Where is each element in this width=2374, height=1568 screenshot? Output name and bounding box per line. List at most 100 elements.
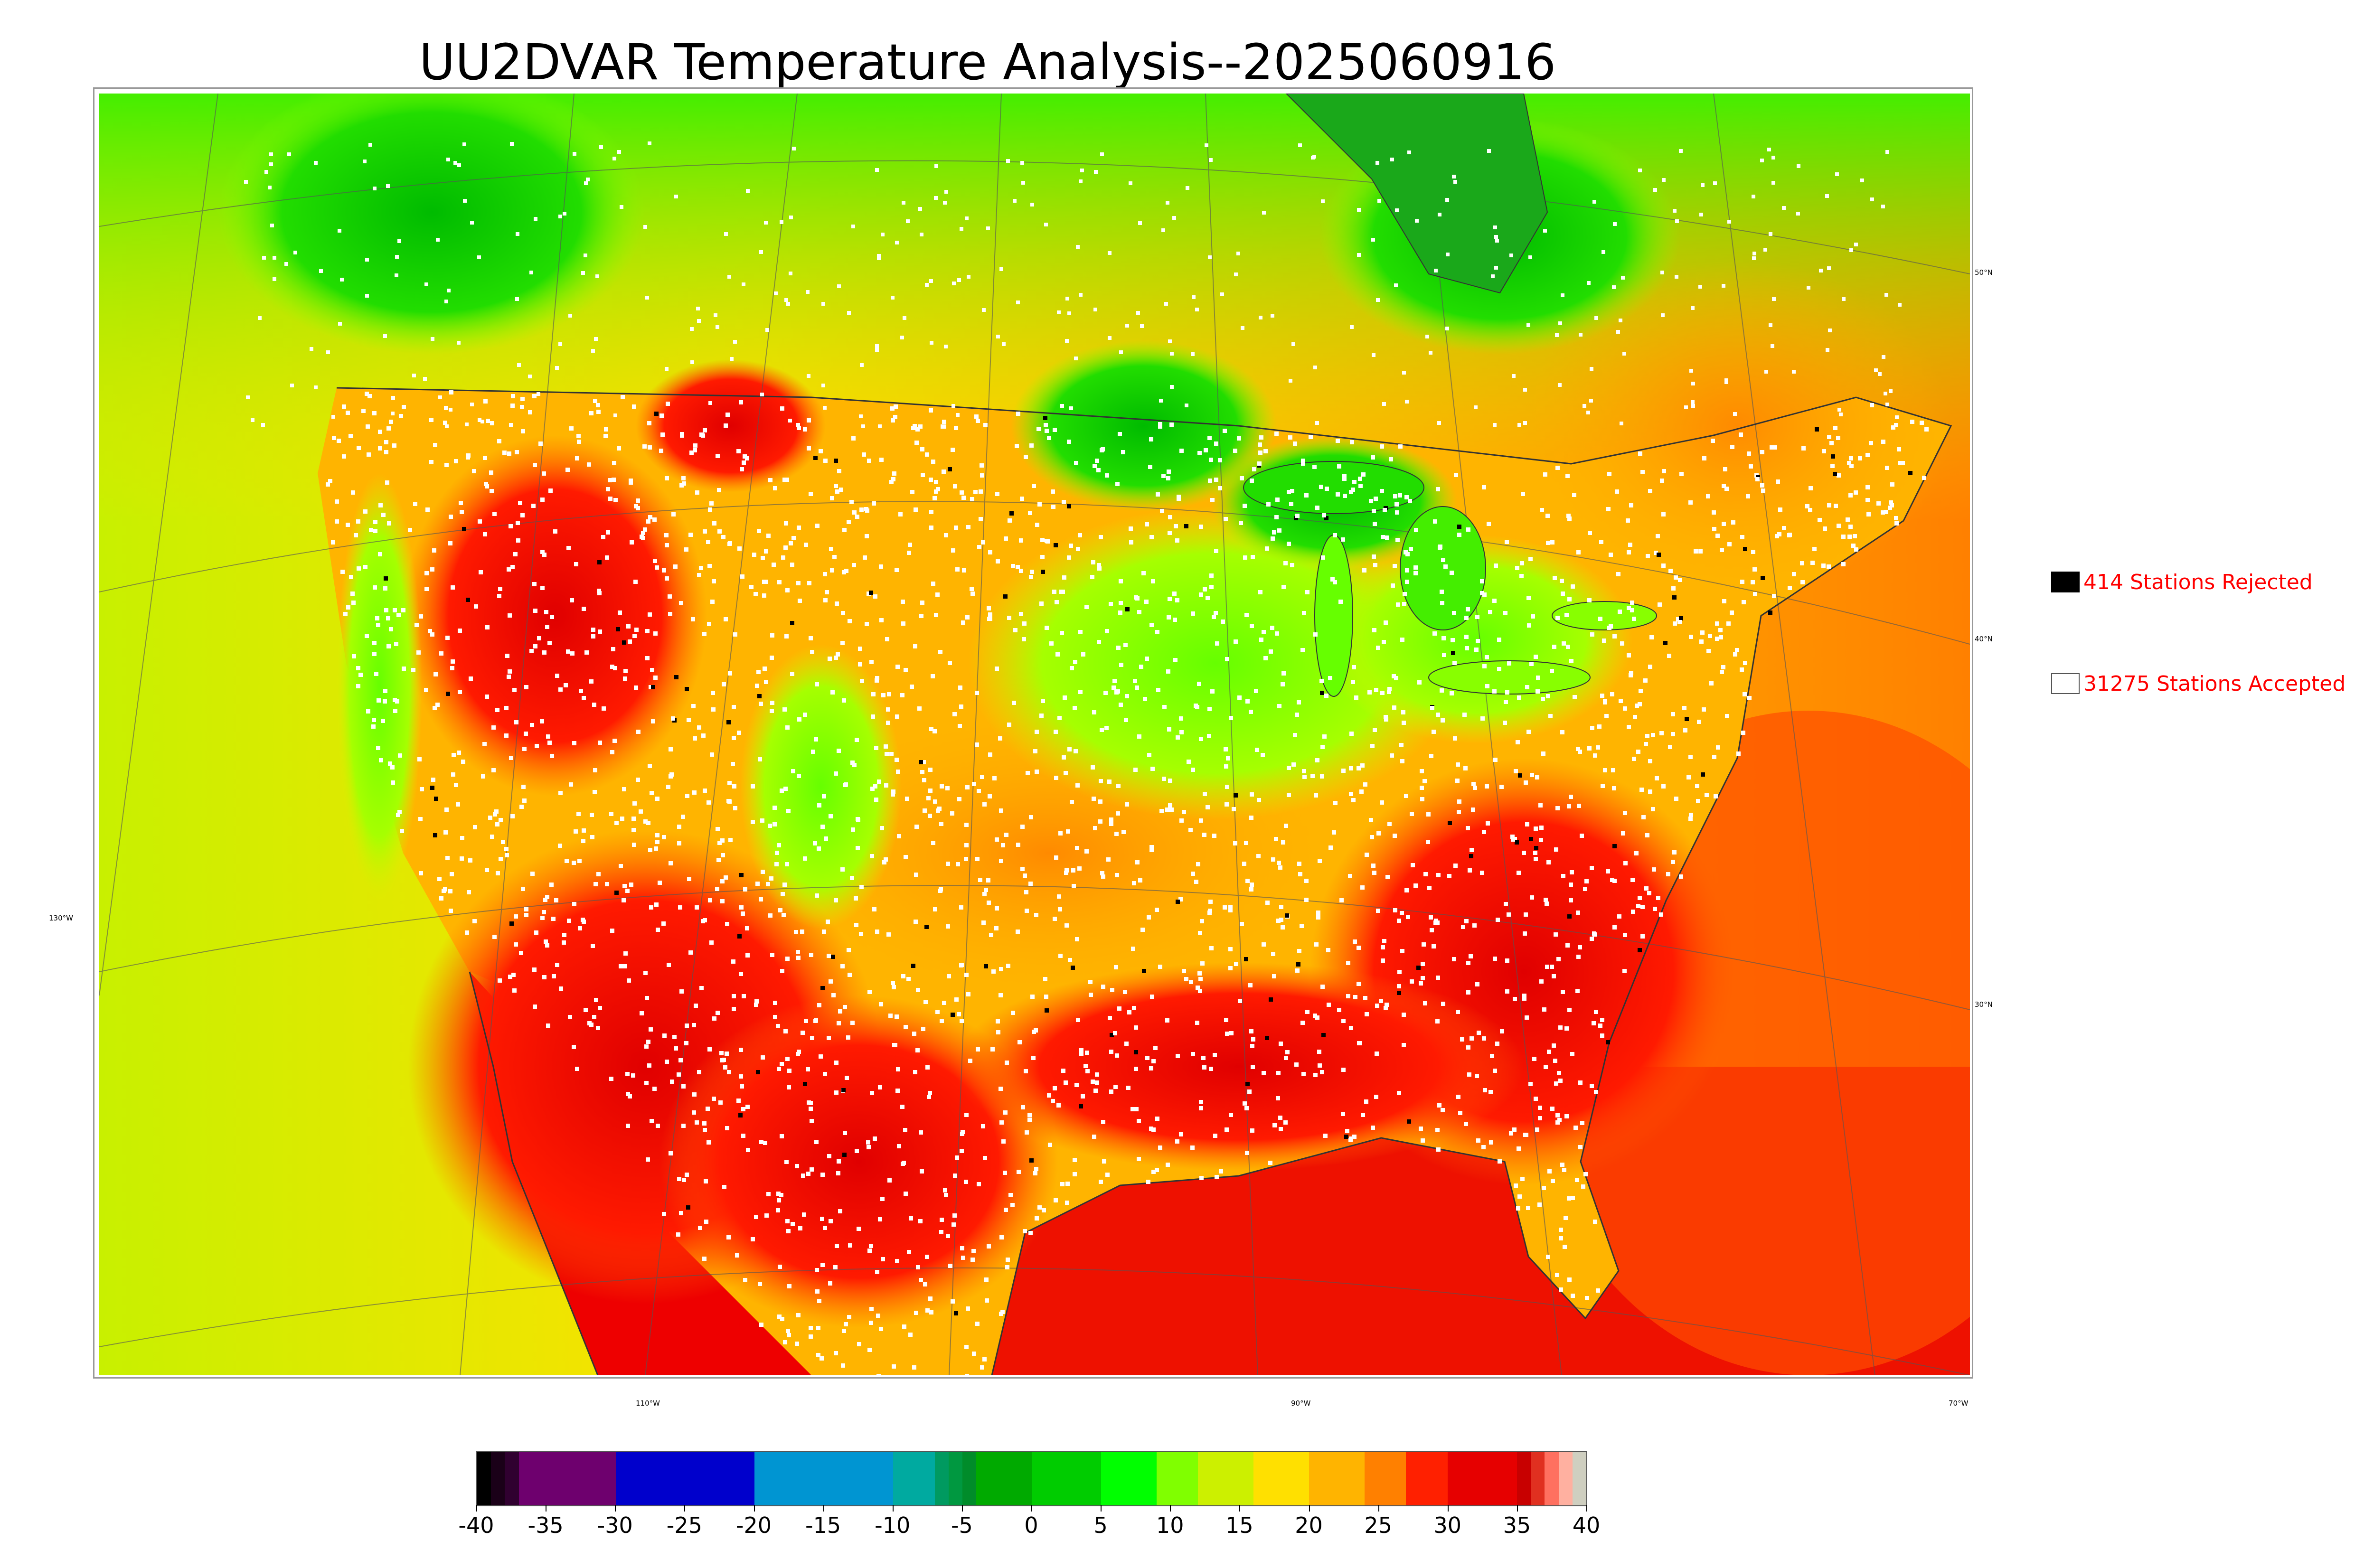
- station-accepted-marker: [1705, 793, 1709, 797]
- station-accepted-marker: [741, 911, 745, 916]
- colorbar-tick: [1586, 1505, 1587, 1512]
- station-accepted-marker: [1668, 569, 1673, 573]
- station-accepted-marker: [684, 1041, 688, 1045]
- station-accepted-marker: [383, 699, 387, 704]
- station-accepted-marker: [1671, 586, 1676, 591]
- station-accepted-marker: [1272, 974, 1276, 978]
- station-accepted-marker: [1689, 635, 1693, 639]
- station-accepted-marker: [938, 650, 942, 654]
- station-accepted-marker: [1854, 547, 1858, 552]
- station-accepted-marker: [690, 327, 694, 331]
- station-accepted-marker: [1214, 441, 1218, 446]
- station-accepted-marker: [601, 535, 605, 539]
- station-accepted-marker: [902, 1161, 906, 1165]
- station-accepted-marker: [845, 1076, 849, 1080]
- station-accepted-marker: [988, 794, 992, 798]
- station-accepted-marker: [1036, 427, 1041, 431]
- station-accepted-marker: [1028, 511, 1032, 515]
- station-accepted-marker: [1109, 1050, 1113, 1054]
- station-accepted-marker: [401, 608, 405, 612]
- station-accepted-marker: [532, 967, 537, 972]
- station-accepted-marker: [1300, 1021, 1305, 1025]
- station-accepted-marker: [538, 441, 543, 446]
- station-accepted-marker: [640, 1011, 644, 1015]
- station-accepted-marker: [1441, 1108, 1445, 1112]
- station-rejected-marker: [1110, 1033, 1114, 1037]
- station-accepted-marker: [572, 1045, 576, 1049]
- station-accepted-marker: [770, 701, 774, 705]
- station-accepted-marker: [702, 1257, 707, 1261]
- station-accepted-marker: [1089, 993, 1093, 997]
- station-accepted-marker: [1885, 150, 1889, 154]
- station-accepted-marker: [1224, 1018, 1228, 1022]
- station-accepted-marker: [1182, 810, 1186, 814]
- station-accepted-marker: [346, 411, 350, 415]
- station-accepted-marker: [1590, 367, 1593, 371]
- station-accepted-marker: [722, 682, 726, 686]
- station-accepted-marker: [558, 215, 562, 218]
- station-accepted-marker: [1370, 744, 1375, 748]
- station-accepted-marker: [264, 170, 268, 174]
- station-accepted-marker: [834, 898, 838, 902]
- station-accepted-marker: [948, 1264, 952, 1268]
- station-accepted-marker: [1107, 779, 1112, 784]
- station-accepted-marker: [870, 1091, 874, 1095]
- station-accepted-marker: [856, 846, 860, 850]
- station-accepted-marker: [1796, 212, 1800, 216]
- station-accepted-marker: [1212, 615, 1216, 619]
- station-accepted-marker: [499, 857, 503, 861]
- station-accepted-marker: [1357, 982, 1361, 986]
- station-accepted-marker: [1070, 800, 1074, 804]
- station-accepted-marker: [444, 406, 448, 410]
- station-accepted-marker: [965, 785, 970, 789]
- station-accepted-marker: [1602, 638, 1606, 643]
- station-accepted-marker: [1202, 1065, 1206, 1070]
- station-accepted-marker: [1397, 970, 1402, 974]
- station-accepted-marker: [1094, 170, 1098, 174]
- station-accepted-marker: [532, 582, 537, 586]
- station-accepted-marker: [880, 1197, 885, 1201]
- station-accepted-marker: [890, 406, 895, 411]
- station-accepted-marker: [1250, 1128, 1254, 1133]
- station-accepted-marker: [1295, 713, 1299, 717]
- station-accepted-marker: [840, 641, 845, 645]
- station-accepted-marker: [550, 754, 554, 758]
- station-accepted-marker: [915, 427, 920, 432]
- station-accepted-marker: [1348, 1138, 1353, 1142]
- station-accepted-marker: [1583, 404, 1586, 408]
- station-accepted-marker: [1480, 591, 1484, 595]
- station-accepted-marker: [631, 1073, 635, 1078]
- station-rejected-marker: [1054, 543, 1058, 547]
- station-accepted-marker: [785, 1057, 790, 1061]
- colorbar-segment: [1558, 1452, 1573, 1505]
- station-accepted-marker: [593, 790, 597, 794]
- station-accepted-marker: [625, 889, 630, 893]
- station-accepted-marker: [643, 527, 647, 532]
- station-accepted-marker: [740, 467, 744, 471]
- colorbar-segment: [754, 1452, 824, 1505]
- station-accepted-marker: [558, 687, 563, 692]
- station-accepted-marker: [1358, 484, 1363, 488]
- station-accepted-marker: [562, 933, 566, 937]
- station-rejected-marker: [841, 1088, 846, 1092]
- station-accepted-marker: [781, 555, 785, 560]
- station-accepted-marker: [1827, 503, 1831, 507]
- station-accepted-marker: [1279, 1042, 1283, 1046]
- station-accepted-marker: [626, 624, 631, 629]
- station-accepted-marker: [987, 617, 991, 621]
- station-accepted-marker: [846, 1035, 850, 1040]
- station-accepted-marker: [466, 453, 471, 458]
- station-rejected-marker: [831, 955, 835, 959]
- station-accepted-marker: [521, 887, 525, 891]
- station-accepted-marker: [996, 335, 1000, 338]
- station-accepted-marker: [1381, 945, 1385, 949]
- station-accepted-marker: [743, 887, 747, 892]
- station-accepted-marker: [1546, 541, 1550, 545]
- station-accepted-marker: [1132, 1006, 1136, 1010]
- station-accepted-marker: [1623, 861, 1628, 865]
- station-accepted-marker: [1365, 853, 1369, 857]
- station-accepted-marker: [1125, 324, 1129, 328]
- station-accepted-marker: [533, 463, 537, 467]
- station-accepted-marker: [919, 1278, 923, 1282]
- station-accepted-marker: [1199, 1100, 1203, 1104]
